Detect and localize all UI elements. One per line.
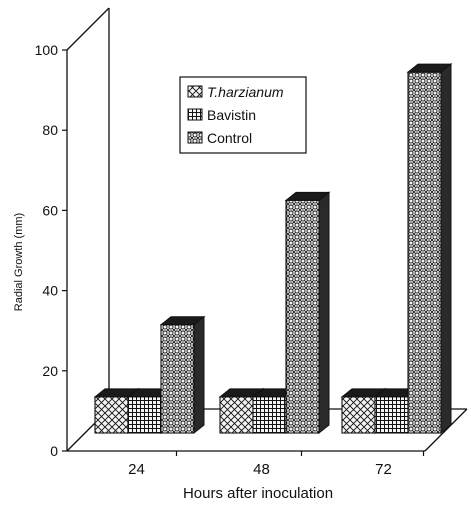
y-tick-label: 80 bbox=[42, 122, 58, 138]
x-axis-label: Hours after inoculation bbox=[183, 485, 333, 502]
bar-side-face bbox=[318, 191, 330, 435]
chart-frame bbox=[66, 7, 468, 452]
bar-side-face bbox=[440, 63, 452, 435]
x-tick-label: 48 bbox=[253, 461, 270, 478]
y-tick-label: 40 bbox=[42, 283, 58, 299]
legend-swatch bbox=[187, 85, 203, 98]
legend-item: T.harzianum bbox=[207, 84, 284, 100]
y-axis: 0 20 40 60 80 100 bbox=[35, 42, 67, 459]
frame-top-edge bbox=[66, 7, 110, 51]
y-tick-label: 60 bbox=[42, 202, 58, 218]
bar-front-face bbox=[252, 396, 287, 434]
bar-front-face bbox=[407, 71, 442, 434]
bar-front-face bbox=[160, 324, 195, 434]
bar-control-72 bbox=[406, 63, 453, 435]
bar-front-face bbox=[219, 396, 254, 434]
x-axis: 24 48 72 bbox=[128, 451, 425, 478]
x-tick-label: 72 bbox=[375, 461, 392, 478]
x-tick-label: 24 bbox=[128, 461, 145, 478]
bar-side-face bbox=[193, 315, 205, 435]
bar-front-face bbox=[374, 396, 409, 434]
legend-swatch bbox=[187, 108, 203, 121]
y-axis-label: Radial Growth (mm) bbox=[13, 213, 25, 311]
y-tick-label: 0 bbox=[50, 443, 58, 459]
bar-front-face bbox=[341, 396, 376, 434]
bar-control-48 bbox=[284, 191, 331, 435]
floor-right-edge bbox=[424, 408, 468, 452]
legend: T.harzianum Bavistin Control bbox=[179, 76, 307, 154]
bar-front-face bbox=[94, 396, 129, 434]
y-tick-label: 20 bbox=[42, 363, 58, 379]
legend-swatch bbox=[187, 131, 203, 144]
bar-front-face bbox=[285, 199, 320, 434]
bars-group bbox=[93, 63, 453, 435]
bar-front-face bbox=[127, 396, 162, 434]
y-tick-label: 100 bbox=[35, 42, 59, 58]
legend-item: Control bbox=[207, 130, 252, 146]
legend-item: Bavistin bbox=[207, 107, 256, 123]
bar-control-24 bbox=[159, 315, 206, 435]
